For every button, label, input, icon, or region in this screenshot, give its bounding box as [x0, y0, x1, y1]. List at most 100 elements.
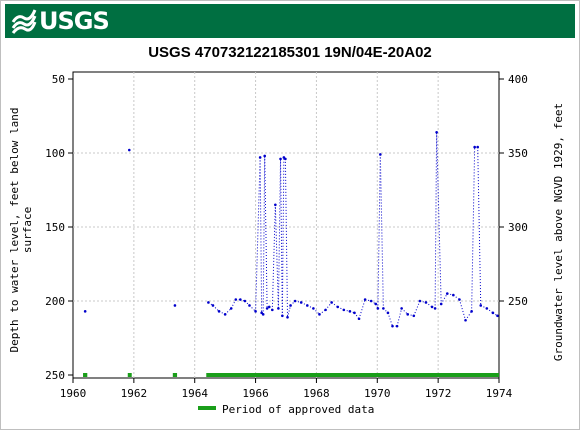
y-left-tick-label: 250 [45, 369, 65, 382]
x-tick-label: 1960 [60, 387, 87, 400]
data-point [418, 299, 422, 303]
x-tick-label: 1968 [303, 387, 330, 400]
data-point [277, 307, 280, 310]
data-point [391, 324, 394, 328]
series-segment [287, 305, 292, 318]
data-point [248, 304, 251, 307]
data-point [207, 301, 210, 304]
x-tick-label: 1964 [181, 387, 208, 400]
y-left-tick-label: 100 [45, 147, 65, 160]
data-point [458, 298, 461, 301]
series-segment [383, 308, 389, 314]
series-segment [343, 309, 351, 312]
data-point [376, 307, 380, 310]
data-point [479, 304, 483, 307]
data-point [243, 299, 247, 303]
data-point [306, 304, 309, 307]
data-point [284, 157, 287, 161]
x-tick-label: 1966 [242, 387, 269, 400]
y-right-tick-label: 350 [508, 147, 528, 160]
data-point [299, 301, 303, 304]
data-point [363, 298, 367, 301]
data-point [473, 145, 476, 149]
data-point [353, 311, 356, 315]
series-segment [447, 293, 454, 296]
series-segment [295, 300, 302, 303]
data-point [254, 310, 257, 313]
usgs-banner: USGS [5, 4, 575, 38]
series-segment [458, 299, 467, 321]
data-point [379, 153, 382, 156]
data-point [400, 307, 403, 310]
y-right-tick-label: 300 [508, 221, 528, 234]
data-point [265, 307, 269, 310]
series-segment [480, 304, 488, 309]
data-point [395, 324, 399, 328]
series-segment [364, 299, 372, 302]
data-point [234, 298, 238, 301]
series-segment [274, 204, 279, 309]
data-point [330, 301, 333, 304]
data-point [229, 307, 233, 310]
data-point [279, 157, 282, 161]
grid-lines [73, 72, 499, 378]
approved-periods [83, 373, 499, 377]
data-point [274, 203, 277, 207]
data-point [261, 313, 265, 316]
series-segment [471, 147, 476, 312]
data-point [239, 298, 242, 301]
data-point [223, 313, 227, 316]
axis-ticks: 1960 1962 1964 1966 1968 1970 1972 1974 50 100 150… [45, 73, 528, 400]
data-point [312, 307, 315, 310]
data-point [289, 304, 292, 307]
data-point [83, 310, 87, 313]
series-segment [358, 299, 366, 319]
usgs-wave-icon [11, 9, 37, 34]
data-point [485, 307, 489, 310]
y-right-tick-label: 400 [508, 73, 528, 86]
data-point [342, 308, 346, 312]
y-left-axis-label-line1: Depth to water level, feet below land [8, 107, 21, 352]
data-point [127, 148, 131, 152]
y-left-tick-label: 200 [45, 295, 65, 308]
series-segment [337, 306, 345, 311]
approved-period-bar [83, 373, 88, 377]
y-right-tick-label: 250 [508, 295, 528, 308]
data-point [258, 156, 262, 159]
data-point [336, 305, 340, 309]
series-segment [419, 300, 427, 303]
data-point [217, 310, 221, 313]
data-point [348, 310, 352, 313]
series-segment [244, 300, 250, 306]
approved-period-bar [127, 373, 132, 377]
series-segment [218, 310, 226, 315]
data-point [173, 304, 177, 307]
legend-label: Period of approved data [222, 403, 374, 416]
usgs-logo: USGS [11, 7, 110, 35]
usgs-logo-text: USGS [39, 7, 110, 35]
series-segment [271, 204, 276, 310]
y-left-tick-label: 150 [45, 221, 65, 234]
x-tick-label: 1970 [364, 387, 391, 400]
approved-period-bar [206, 373, 499, 377]
data-point [439, 302, 443, 306]
data-point [318, 313, 321, 316]
data-point [382, 307, 385, 310]
legend-swatch [198, 406, 216, 410]
data-point [496, 314, 499, 318]
series-segment [396, 308, 403, 327]
data-point [470, 310, 473, 313]
series-segment [440, 293, 448, 305]
data-point [412, 314, 416, 318]
data-point [433, 307, 437, 310]
data-point [435, 130, 438, 134]
data-point [271, 308, 274, 312]
data-point [424, 301, 428, 304]
series-segment [300, 302, 308, 306]
data-point [286, 315, 289, 319]
chart-title: USGS 470732122185301 19N/04E-20A02 [148, 44, 432, 61]
legend: Period of approved data [198, 403, 374, 416]
series-segment [407, 313, 414, 317]
data-point [211, 304, 215, 307]
